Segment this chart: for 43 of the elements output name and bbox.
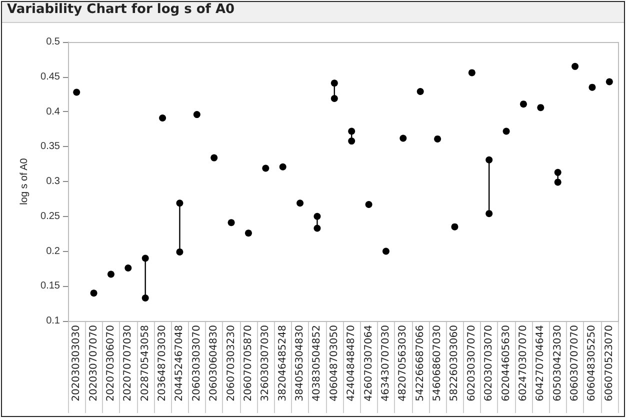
chart-title: Variability Chart for log s of A0 [2, 2, 624, 23]
x-tick-label: 426070307064 [363, 325, 374, 402]
x-tick-label: 546068607030 [432, 325, 444, 402]
x-tick-label: 582260303060 [449, 325, 460, 402]
x-tick-label: 206030604830 [208, 325, 220, 402]
x-tick-label: 606030707070 [570, 325, 581, 402]
y-tick-label: 0.35 [40, 141, 60, 152]
y-tick-label: 0.4 [46, 106, 60, 118]
y-tick-label: 0.15 [40, 280, 60, 292]
x-tick-label: 203648703030 [157, 325, 168, 402]
x-tick-label: 202870543058 [140, 325, 151, 402]
x-tick-label: 606048305250 [586, 325, 598, 402]
x-tick-label: 403830504852 [312, 325, 323, 402]
x-tick-label: 202070306070 [105, 325, 116, 402]
x-tick-label: 482070563030 [398, 325, 409, 402]
x-tick-label: 602030703070 [484, 325, 495, 402]
x-tick-label: 384056304830 [294, 325, 306, 402]
x-tick-label: 424048484870 [346, 325, 358, 402]
x-tick-label: 604270704644 [535, 325, 546, 402]
x-tick-label: 202070707030 [122, 325, 134, 402]
x-tick-label: 602470307070 [518, 325, 529, 402]
x-tick-label: 206030303070 [191, 325, 202, 402]
x-tick-label: 606070523070 [604, 325, 615, 402]
y-axis-title: log s of A0 [19, 158, 30, 205]
y-tick-label: 0.45 [40, 71, 60, 82]
x-tick-label: 202030303030 [71, 325, 82, 402]
y-tick-label: 0.2 [46, 246, 60, 257]
x-tick-label: 605030423030 [552, 325, 564, 402]
y-tick-label: 0.25 [40, 210, 60, 222]
x-tick-label: 204452467048 [174, 325, 186, 402]
x-tick-label: 406048703050 [328, 325, 340, 402]
x-tick-label: 382046485248 [277, 325, 288, 402]
x-tick-label: 206070303230 [226, 325, 237, 402]
x-tick-label: 202030707070 [88, 325, 100, 402]
y-tick-label: 0.3 [46, 176, 60, 187]
y-tick-label: 0.1 [46, 316, 60, 326]
x-tick-label: 206070705870 [242, 325, 254, 402]
x-tick-label: 542266687066 [414, 325, 426, 402]
x-tick-label: 326030307030 [260, 325, 272, 402]
x-tick-label: 602044605630 [500, 325, 512, 402]
x-tick-label: 602030307070 [466, 325, 478, 402]
y-tick-label: 0.5 [46, 36, 60, 48]
x-tick-label: 463430707030 [380, 325, 392, 402]
